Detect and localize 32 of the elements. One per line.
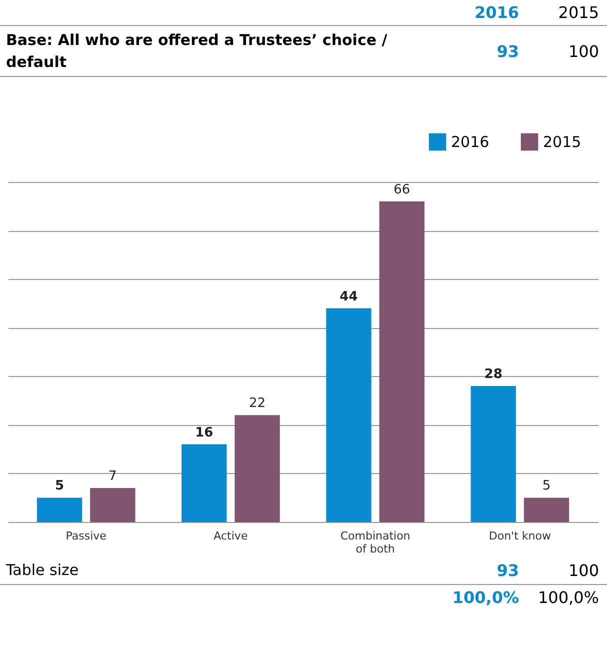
text: 100 <box>567 560 600 580</box>
text: Table size <box>6 560 80 581</box>
text: 93 <box>496 42 519 60</box>
x-tick-label: Don't know <box>488 530 551 542</box>
data-label: 5 <box>542 478 551 494</box>
data-label: 28 <box>484 367 502 382</box>
bar <box>326 308 372 522</box>
text: 100 <box>567 42 600 60</box>
data-label: 44 <box>340 289 358 304</box>
bar <box>90 488 136 522</box>
bar <box>36 498 82 522</box>
text: 93 <box>496 560 519 580</box>
legend-label: 2015 <box>543 132 582 151</box>
legend-label: 2016 <box>451 132 490 151</box>
text: 100,0% <box>536 588 600 607</box>
data-label: 66 <box>394 182 410 198</box>
data-label: 5 <box>54 478 64 494</box>
text: 2016 <box>473 3 519 22</box>
data-label: 7 <box>108 469 117 484</box>
bar <box>182 444 227 522</box>
x-tick-label: Passive <box>66 530 107 542</box>
bar <box>234 415 280 522</box>
text: Base: All who are offered a Trustees’ choice / default <box>6 30 388 73</box>
data-label: 16 <box>195 425 214 440</box>
text: 100,0% <box>451 588 519 607</box>
data-label: 22 <box>249 396 266 412</box>
x-tick-label: Combination of both <box>340 530 410 556</box>
bar <box>470 386 516 522</box>
text: 2015 <box>557 3 600 22</box>
x-tick-label: Active <box>214 530 248 542</box>
bar <box>524 498 570 522</box>
bar <box>379 201 424 522</box>
